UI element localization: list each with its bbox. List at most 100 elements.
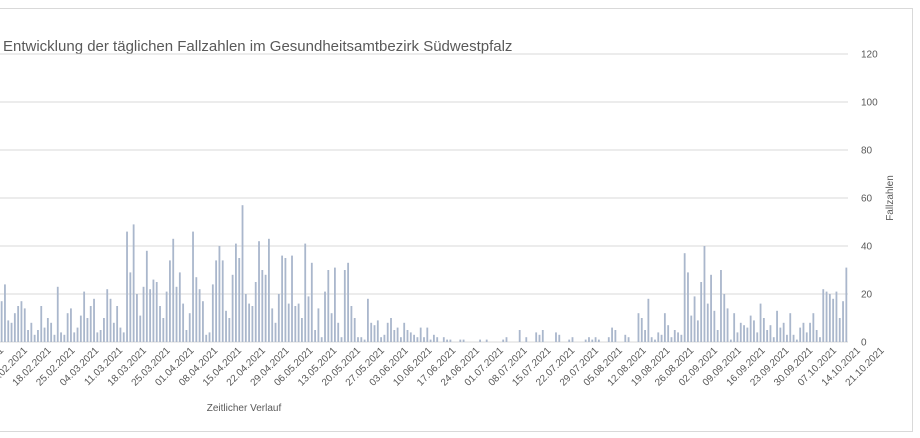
bar: [832, 298, 835, 342]
bar: [238, 258, 241, 342]
bar: [165, 291, 168, 342]
y-axis-label: Fallzahlen: [885, 175, 896, 221]
bar: [739, 322, 742, 342]
bar: [241, 205, 244, 342]
bar: [281, 255, 284, 342]
bar: [268, 238, 270, 342]
bar: [178, 272, 181, 342]
bar: [149, 289, 152, 342]
bar: [396, 327, 399, 342]
bar: [4, 284, 6, 342]
chart-frame: Entwicklung der täglichen Fallzahlen im …: [0, 8, 913, 432]
bar: [96, 332, 99, 342]
bar: [654, 339, 656, 342]
bar: [40, 306, 43, 342]
bar: [337, 322, 340, 342]
bar: [175, 286, 178, 342]
bar: [376, 320, 379, 342]
bar: [400, 337, 402, 342]
bar: [307, 296, 310, 342]
bar: [126, 231, 128, 342]
bar: [706, 303, 709, 342]
bar: [132, 224, 135, 342]
bar: [799, 327, 802, 342]
bar: [795, 339, 798, 342]
bar: [446, 339, 448, 342]
bar: [693, 296, 696, 342]
bar: [159, 306, 161, 342]
bar: [139, 315, 142, 342]
bar: [571, 337, 574, 342]
bar: [109, 298, 112, 342]
y-tick-label: 120: [861, 50, 878, 61]
bar: [677, 332, 679, 342]
y-tick-label: 0: [861, 338, 867, 349]
bar: [83, 291, 86, 342]
bar: [819, 337, 821, 342]
bar: [112, 322, 115, 342]
bar: [663, 313, 666, 342]
bar: [825, 291, 828, 342]
bar: [644, 330, 646, 342]
bar: [568, 339, 571, 342]
bar: [749, 315, 752, 342]
bar: [202, 301, 204, 342]
bar: [215, 260, 218, 342]
bar: [244, 294, 247, 342]
bar: [432, 334, 435, 342]
bar: [756, 332, 759, 342]
bar: [258, 241, 260, 342]
bar: [208, 332, 211, 342]
bar: [70, 308, 72, 342]
bar: [842, 301, 844, 342]
y-tick-label: 40: [861, 242, 873, 253]
bar: [809, 322, 811, 342]
bar: [310, 262, 313, 342]
bar: [607, 337, 610, 342]
bar: [221, 260, 224, 342]
bar: [277, 294, 280, 342]
bar: [360, 337, 363, 342]
bar: [162, 318, 165, 342]
bar: [53, 334, 56, 342]
bar: [769, 325, 772, 342]
bar: [182, 303, 185, 342]
bar: [762, 318, 765, 342]
bar: [713, 310, 716, 342]
bar: [103, 318, 105, 342]
bar: [320, 337, 323, 342]
bar: [726, 308, 729, 342]
bar: [505, 337, 508, 342]
bar: [172, 238, 175, 342]
bar: [845, 267, 848, 342]
bar: [380, 337, 383, 342]
bar: [63, 334, 66, 342]
bar: [449, 339, 452, 342]
bar: [218, 246, 221, 342]
bar: [426, 327, 429, 342]
bar: [525, 337, 528, 342]
bar: [106, 289, 109, 342]
bar: [79, 315, 82, 342]
bar: [416, 337, 419, 342]
bar: [690, 315, 693, 342]
bar: [776, 310, 778, 342]
bar: [680, 334, 683, 342]
bar: [485, 339, 488, 342]
bar: [73, 332, 76, 342]
bar: [343, 270, 346, 342]
bar: [294, 306, 297, 342]
bar: [7, 320, 10, 342]
bar: [145, 250, 148, 342]
bar: [753, 320, 755, 342]
bar: [363, 339, 366, 342]
bar: [518, 330, 521, 342]
bar: [419, 327, 422, 342]
x-axis-ticks: 202111.02.202118.02.202125.02.202104.03.…: [0, 345, 887, 388]
bar: [406, 330, 409, 342]
bar: [330, 313, 333, 342]
bar: [386, 322, 389, 342]
bar: [594, 337, 597, 342]
bar: [733, 313, 736, 342]
bar: [10, 322, 13, 342]
